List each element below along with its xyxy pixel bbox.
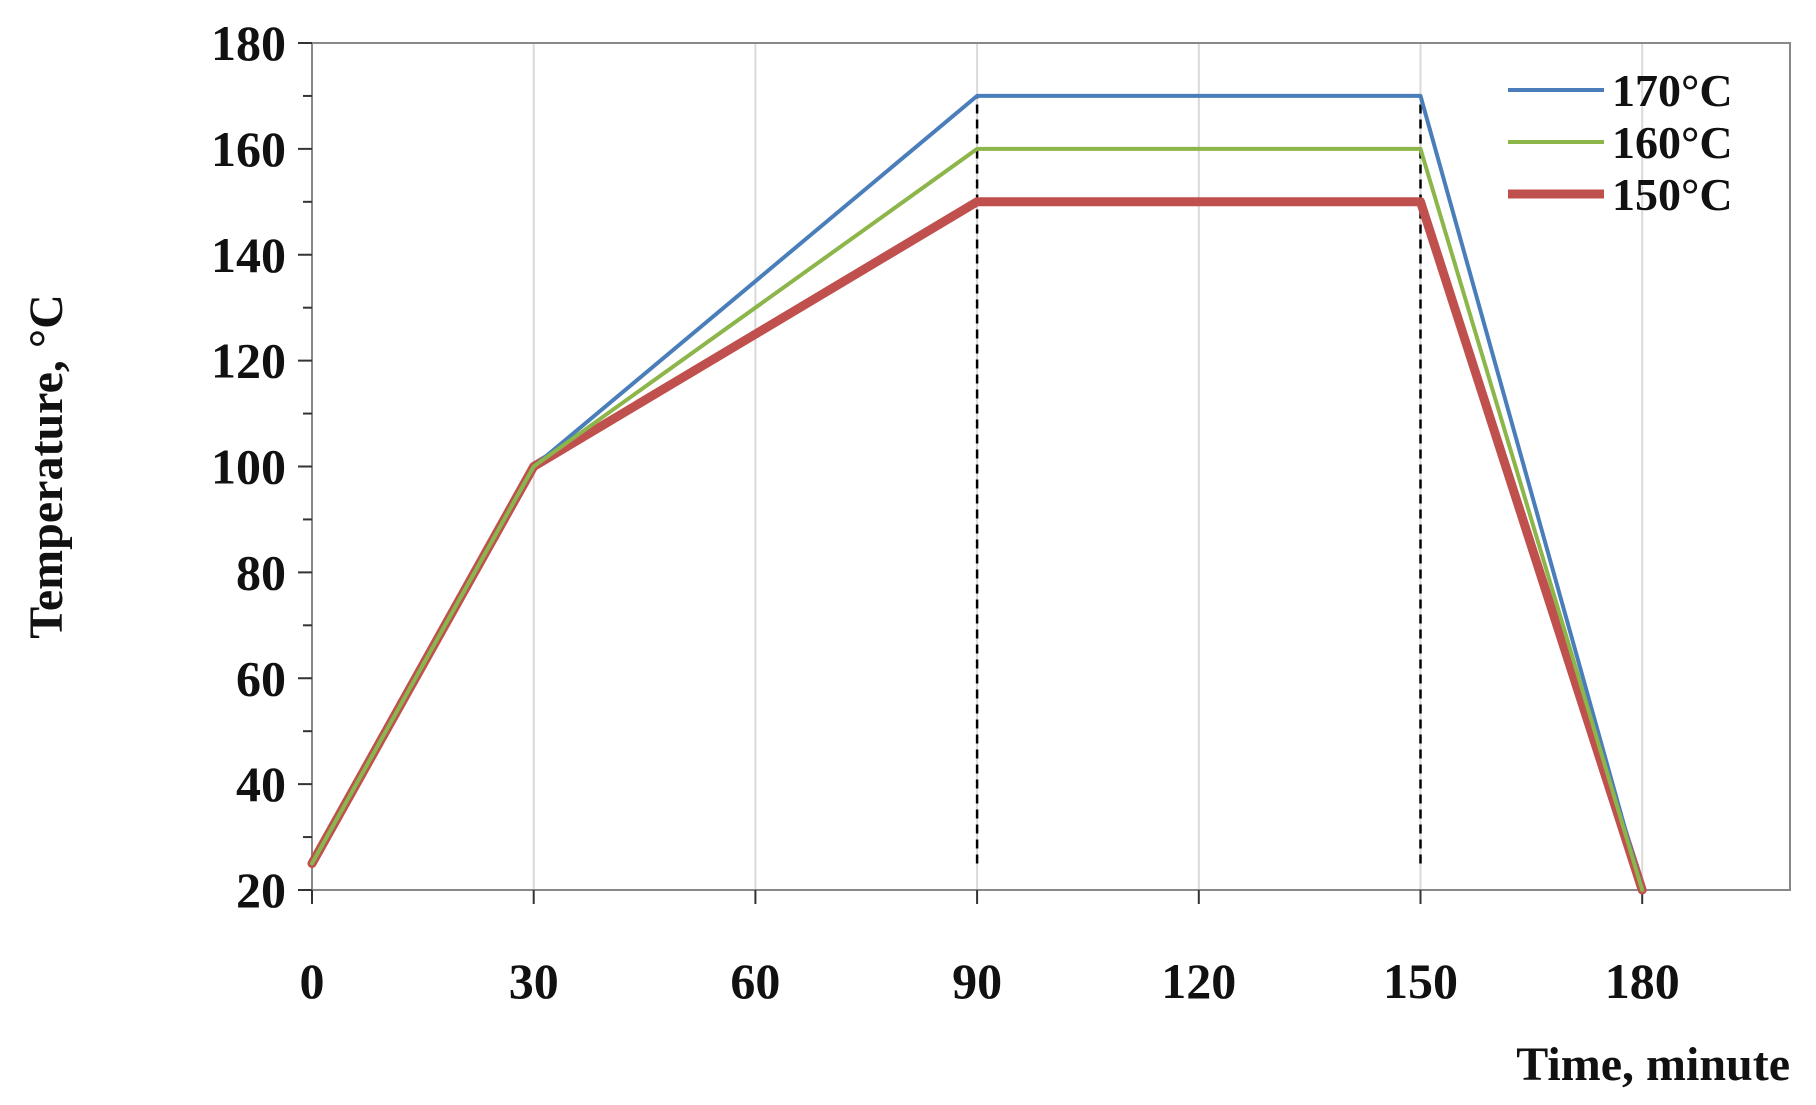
y-tick-label-80: 80 (236, 544, 286, 600)
x-axis-title: Time, minute (1516, 1038, 1790, 1091)
y-tick-label-20: 20 (236, 862, 286, 918)
x-tick-label-150: 150 (1383, 953, 1458, 1009)
y-axis-title: Temperature, °C (20, 294, 73, 638)
legend-label-150C: 150°C (1612, 169, 1733, 220)
x-tick-label-0: 0 (300, 953, 325, 1009)
x-tick-label-30: 30 (509, 953, 559, 1009)
x-tick-label-60: 60 (730, 953, 780, 1009)
y-tick-label-60: 60 (236, 650, 286, 706)
x-tick-label-90: 90 (952, 953, 1002, 1009)
y-tick-label-180: 180 (211, 15, 286, 71)
y-tick-label-100: 100 (211, 439, 286, 495)
y-tick-label-140: 140 (211, 227, 286, 283)
legend-label-170C: 170°C (1612, 65, 1733, 116)
y-tick-label-160: 160 (211, 121, 286, 177)
legend-label-160C: 160°C (1612, 117, 1733, 168)
y-tick-label-40: 40 (236, 756, 286, 812)
x-tick-label-180: 180 (1605, 953, 1680, 1009)
y-tick-label-120: 120 (211, 333, 286, 389)
x-tick-label-120: 120 (1161, 953, 1236, 1009)
